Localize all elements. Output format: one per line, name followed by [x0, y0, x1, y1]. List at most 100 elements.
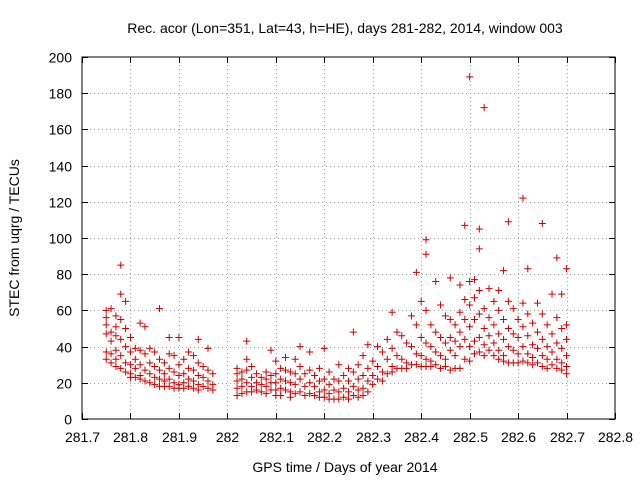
- data-point: [470, 276, 478, 284]
- data-point: [262, 375, 270, 383]
- data-point: [354, 393, 362, 401]
- data-point: [446, 366, 454, 374]
- data-point: [480, 305, 488, 313]
- data-point: [189, 366, 197, 374]
- data-point: [107, 305, 115, 313]
- data-point: [291, 355, 299, 363]
- data-point: [282, 366, 290, 374]
- data-point: [354, 375, 362, 383]
- data-point: [267, 372, 275, 380]
- data-point: [398, 355, 406, 363]
- data-point: [558, 344, 566, 352]
- data-point: [543, 321, 551, 329]
- data-point: [451, 321, 459, 329]
- x-tick-label: 282.6: [501, 429, 536, 445]
- data-point: [475, 225, 483, 233]
- data-point: [345, 395, 352, 403]
- data-point: [112, 332, 120, 340]
- data-point: [529, 319, 537, 327]
- data-point: [194, 359, 202, 367]
- data-point: [117, 335, 125, 343]
- data-point: [529, 353, 537, 361]
- data-point: [291, 390, 299, 398]
- data-point: [349, 368, 357, 376]
- data-point: [369, 357, 377, 365]
- data-point: [369, 381, 377, 389]
- data-point: [470, 350, 478, 358]
- data-point: [112, 346, 120, 354]
- x-axis-label: GPS time / Days of year 2014: [252, 459, 437, 475]
- data-point: [248, 363, 256, 371]
- data-point: [475, 334, 483, 342]
- data-point: [311, 391, 319, 399]
- data-point: [349, 382, 357, 390]
- data-point: [194, 372, 202, 380]
- data-point: [199, 373, 207, 381]
- data-point: [257, 381, 265, 389]
- data-point: [141, 323, 149, 331]
- data-point: [112, 355, 120, 363]
- data-point: [136, 361, 144, 369]
- data-point: [500, 267, 508, 275]
- data-point: [112, 323, 120, 331]
- data-point: [529, 341, 537, 349]
- data-point: [296, 388, 304, 396]
- data-point: [485, 332, 493, 340]
- data-point: [383, 335, 391, 343]
- data-point: [243, 366, 251, 374]
- data-point: [330, 386, 338, 394]
- data-point: [282, 377, 290, 385]
- data-point: [160, 359, 168, 367]
- data-point: [296, 363, 304, 371]
- data-point: [112, 363, 120, 371]
- data-point: [538, 335, 546, 343]
- data-point: [141, 366, 149, 374]
- data-point: [180, 384, 188, 392]
- data-point: [393, 352, 401, 360]
- data-point: [156, 355, 164, 363]
- data-point: [490, 352, 498, 360]
- data-point: [500, 357, 508, 365]
- data-point: [388, 368, 396, 376]
- data-point: [122, 325, 130, 332]
- data-point: [257, 373, 265, 381]
- data-point: [165, 350, 173, 358]
- x-tick-label: 281.7: [65, 429, 100, 445]
- data-point: [315, 364, 323, 372]
- data-point: [156, 375, 164, 383]
- data-point: [558, 290, 566, 298]
- data-point: [563, 352, 571, 360]
- data-point: [151, 373, 159, 381]
- data-point: [509, 346, 517, 354]
- data-point: [345, 388, 352, 396]
- data-point: [170, 368, 178, 376]
- x-tick-label: 281.9: [162, 429, 197, 445]
- data-point: [422, 250, 430, 258]
- data-point: [330, 375, 338, 383]
- x-tick-label: 282.5: [453, 429, 488, 445]
- data-point: [548, 330, 556, 338]
- data-point: [461, 315, 469, 323]
- data-point: [301, 391, 309, 399]
- data-point: [427, 343, 435, 351]
- data-point: [383, 370, 391, 378]
- data-point: [252, 379, 260, 387]
- data-point: [466, 343, 474, 351]
- data-point: [175, 361, 183, 369]
- data-point: [514, 350, 522, 358]
- data-point: [412, 268, 420, 276]
- chart-title: Rec. acor (Lon=351, Lat=43, h=HE), days …: [127, 20, 563, 36]
- y-tick-label: 180: [49, 86, 73, 102]
- data-point: [432, 277, 440, 285]
- data-point: [151, 348, 159, 356]
- data-point: [335, 377, 343, 385]
- data-point: [320, 386, 328, 394]
- data-point: [189, 384, 197, 392]
- data-point: [272, 379, 280, 387]
- data-point: [403, 364, 411, 372]
- data-point: [480, 341, 488, 349]
- data-point: [204, 384, 212, 392]
- data-point: [533, 344, 541, 352]
- data-point: [320, 344, 328, 352]
